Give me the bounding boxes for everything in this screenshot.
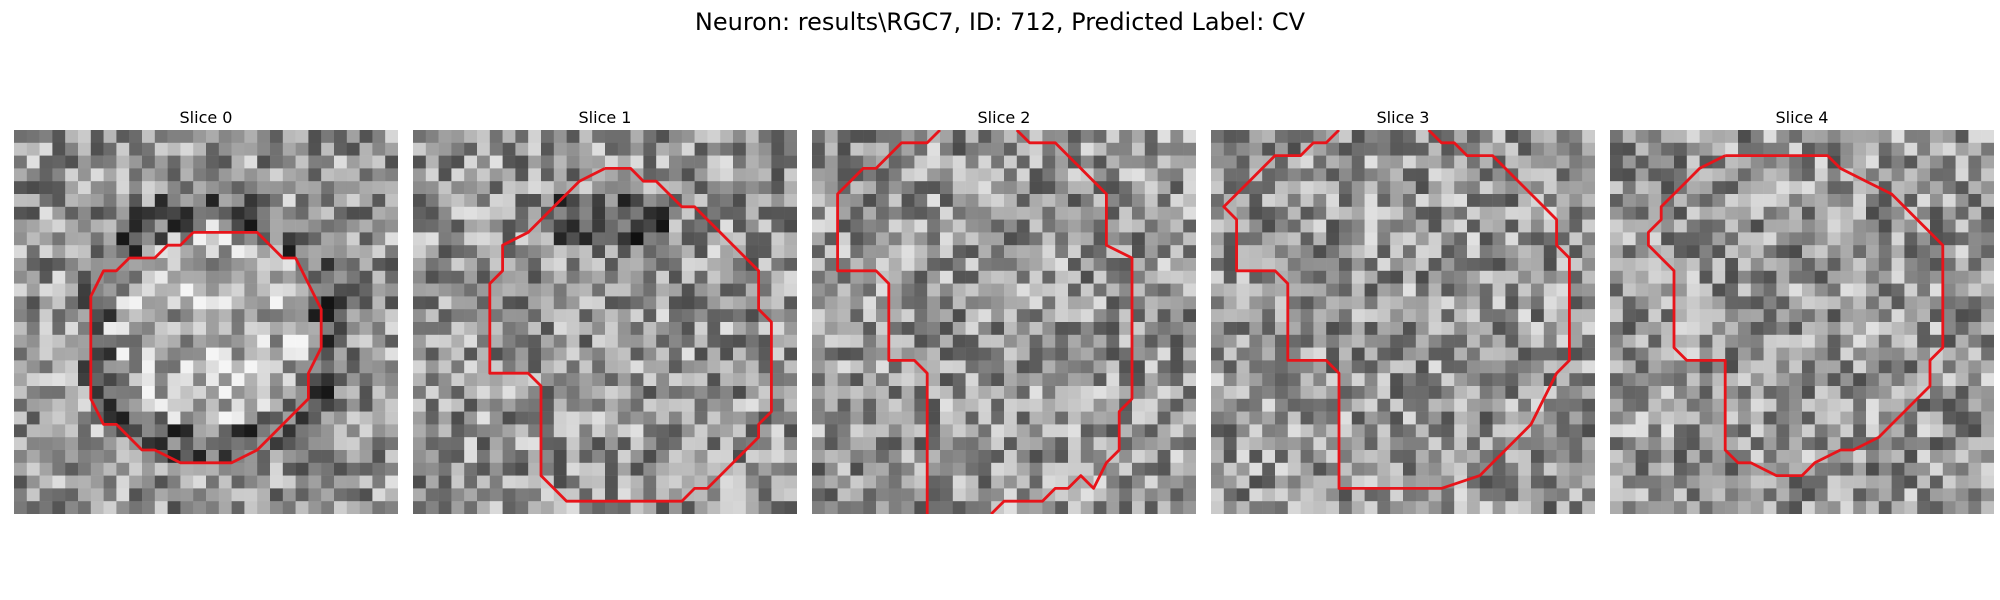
slice-panel-1: Slice 1 <box>413 106 797 514</box>
slice-image <box>1211 130 1595 514</box>
slice-image <box>413 130 797 514</box>
cell-contour <box>836 130 941 514</box>
slice-title: Slice 1 <box>578 108 632 127</box>
slice-title: Slice 4 <box>1775 108 1829 127</box>
slice-title: Slice 3 <box>1376 108 1430 127</box>
pixel-grid <box>413 130 797 514</box>
pixel-grid <box>1610 130 1994 514</box>
slice-panel-4: Slice 4 <box>1610 106 1994 514</box>
slice-panel-0: Slice 0 <box>14 106 398 514</box>
pixel-grid <box>1211 130 1595 514</box>
pixel-grid <box>14 130 398 514</box>
cell-contour <box>89 230 323 465</box>
slice-image <box>14 130 398 514</box>
slice-title: Slice 0 <box>179 108 233 127</box>
cell-contour <box>990 130 1134 514</box>
figure-title: Neuron: results\RGC7, ID: 712, Predicted… <box>694 8 1306 36</box>
pixel-grid <box>812 130 1196 514</box>
slice-panel-2: Slice 2 <box>812 106 1196 514</box>
cell-contour <box>488 166 773 503</box>
slice-panel-3: Slice 3 <box>1211 106 1595 514</box>
slice-image <box>1610 130 1994 514</box>
slice-title: Slice 2 <box>977 108 1031 127</box>
cell-contour <box>1222 130 1571 490</box>
slice-image <box>812 130 1196 514</box>
cell-contour <box>1646 154 1945 478</box>
